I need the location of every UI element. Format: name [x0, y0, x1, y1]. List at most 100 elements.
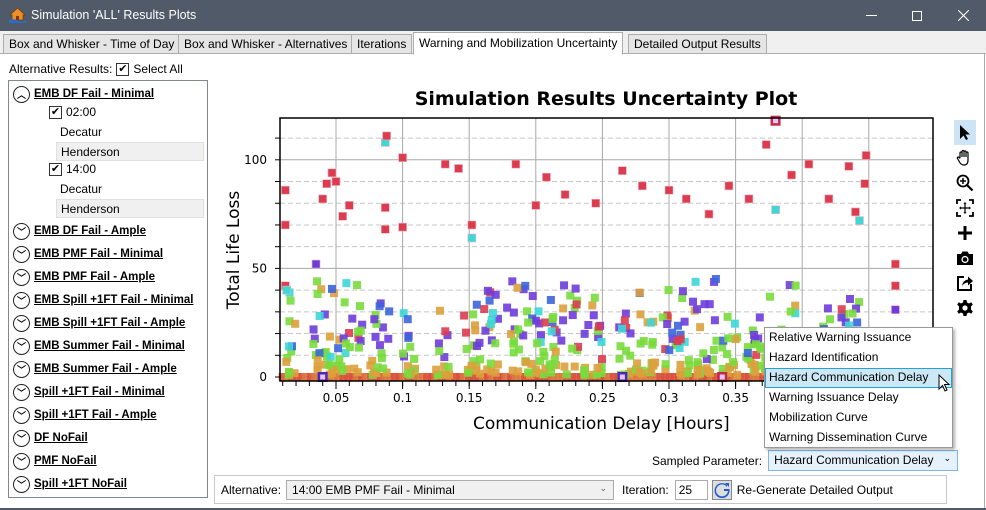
- chevron-down-icon[interactable]: ﹀: [13, 406, 30, 424]
- camera-icon: [957, 251, 973, 265]
- tab-strip: Box and Whisker - Time of Day Box and Wh…: [0, 31, 986, 55]
- option-hazard-identification[interactable]: Hazard Identification: [769, 350, 879, 364]
- tab-iterations[interactable]: Iterations: [351, 34, 413, 54]
- window-title: Simulation 'ALL' Results Plots: [31, 8, 197, 22]
- alternative-select[interactable]: 14:00 EMB PMF Fail - Minimal ⌄: [286, 479, 615, 500]
- group-spill-fail-ample[interactable]: ﹀ Spill +1FT Fail - Ample: [13, 405, 157, 425]
- export-icon: [957, 275, 973, 291]
- zoom-extents-tool[interactable]: [954, 195, 976, 220]
- mouse-cursor-icon: [938, 374, 951, 392]
- alternative-results-header: Alternative Results: ✔ Select All: [9, 62, 183, 76]
- sampled-parameter-row: Sampled Parameter: Hazard Communication …: [652, 450, 959, 471]
- location-decatur[interactable]: Decatur: [60, 125, 103, 139]
- group-emb-spill-fail-minimal[interactable]: ﹀ EMB Spill +1FT Fail - Minimal: [13, 290, 193, 310]
- sampled-parameter-label: Sampled Parameter:: [652, 453, 763, 468]
- option-mobilization-curve[interactable]: Mobilization Curve: [769, 410, 868, 424]
- group-spill-fail-minimal[interactable]: ﹀ Spill +1FT Fail - Minimal: [13, 382, 165, 402]
- minimize-button[interactable]: [848, 0, 894, 31]
- select-all-label[interactable]: Select All: [133, 62, 183, 76]
- option-warning-dissemination-curve[interactable]: Warning Dissemination Curve: [769, 430, 928, 444]
- group-emb-summer-fail-minimal[interactable]: ﹀ EMB Summer Fail - Minimal: [13, 336, 185, 356]
- chevron-down-icon[interactable]: ﹀: [13, 268, 30, 286]
- pointer-icon: [960, 125, 970, 140]
- iteration-input[interactable]: 25: [674, 479, 708, 500]
- group-emb-df-fail-ample[interactable]: ﹀ EMB DF Fail - Ample: [13, 221, 146, 241]
- zoom-tool[interactable]: [954, 170, 976, 195]
- screenshot-tool[interactable]: [954, 245, 976, 270]
- chevron-down-icon[interactable]: ﹀: [13, 314, 30, 332]
- x-axis-label: Communication Delay [Hours]: [473, 414, 730, 434]
- export-tool[interactable]: [954, 270, 976, 295]
- regenerate-button[interactable]: [711, 479, 732, 500]
- maximize-icon: [912, 10, 922, 21]
- add-annotation-tool[interactable]: [954, 220, 976, 245]
- sampled-parameter-select[interactable]: Hazard Communication Delay ⌄: [768, 450, 959, 471]
- group-emb-pmf-fail-minimal[interactable]: ﹀ EMB PMF Fail - Minimal: [13, 244, 163, 264]
- location-decatur[interactable]: Decatur: [60, 182, 103, 196]
- svg-text:0.35: 0.35: [722, 391, 749, 405]
- refresh-icon: [714, 482, 730, 498]
- tab-warning-mobilization[interactable]: Warning and Mobilization Uncertainty: [413, 32, 624, 55]
- svg-text:50: 50: [252, 261, 267, 275]
- settings-tool[interactable]: [954, 295, 976, 320]
- checkbox-14-00[interactable]: ✔: [49, 162, 62, 176]
- y-axis-label: Total Life Loss: [224, 190, 244, 310]
- close-button[interactable]: [940, 0, 986, 31]
- chevron-down-icon: ⌄: [943, 453, 952, 463]
- group-emb-df-fail-minimal[interactable]: ︿ EMB DF Fail - Minimal: [13, 84, 154, 104]
- select-all-checkbox[interactable]: ✔: [116, 62, 130, 76]
- tab-detailed-output[interactable]: Detailed Output Results: [628, 34, 767, 54]
- alternative-label: Alternative:: [221, 482, 282, 497]
- zoom-in-icon: [956, 174, 974, 191]
- sampled-parameter-dropdown-list: Relative Warning Issuance Hazard Identif…: [764, 327, 953, 448]
- location-henderson[interactable]: Henderson: [56, 142, 204, 161]
- svg-text:0.3: 0.3: [659, 391, 678, 405]
- tab-box-whisker-alternatives[interactable]: Box and Whisker - Alternatives: [178, 34, 354, 54]
- chevron-down-icon[interactable]: ﹀: [13, 291, 30, 309]
- time-02-00[interactable]: ✔ 02:00: [49, 105, 97, 119]
- regenerate-label[interactable]: Re-Generate Detailed Output: [736, 482, 893, 497]
- chevron-down-icon[interactable]: ﹀: [13, 452, 30, 470]
- svg-text:100: 100: [244, 153, 267, 167]
- chevron-up-icon[interactable]: ︿: [13, 85, 30, 103]
- chevron-down-icon[interactable]: ﹀: [13, 245, 30, 263]
- iteration-label: Iteration:: [622, 482, 669, 497]
- minimize-icon: [865, 15, 877, 16]
- group-emb-summer-fail-ample[interactable]: ﹀ EMB Summer Fail - Ample: [13, 359, 177, 379]
- time-14-00[interactable]: ✔ 14:00: [49, 162, 97, 176]
- scatter-plot[interactable]: 0 50 100 0.05 0.1 0.15 0.2 0.25 0.3 0.35: [210, 110, 950, 410]
- checkbox-02-00[interactable]: ✔: [49, 105, 62, 119]
- chevron-down-icon[interactable]: ﹀: [13, 383, 30, 401]
- chevron-down-icon[interactable]: ﹀: [13, 429, 30, 447]
- pan-hand-icon: [956, 149, 969, 166]
- group-df-nofail[interactable]: ﹀ DF NoFail: [13, 428, 88, 448]
- option-warning-issuance-delay[interactable]: Warning Issuance Delay: [769, 390, 899, 404]
- svg-text:0.1: 0.1: [393, 391, 412, 405]
- chevron-down-icon[interactable]: ﹀: [13, 475, 30, 493]
- app-house-icon: [9, 7, 26, 23]
- option-hazard-communication-delay[interactable]: Hazard Communication Delay: [765, 368, 952, 388]
- option-relative-warning-issuance[interactable]: Relative Warning Issuance: [769, 330, 912, 344]
- window-border: [0, 508, 986, 510]
- alternatives-list: ︿ EMB DF Fail - Minimal ✔ 02:00 Decatur …: [8, 80, 208, 498]
- svg-text:0.25: 0.25: [589, 391, 616, 405]
- group-emb-pmf-fail-ample[interactable]: ﹀ EMB PMF Fail - Ample: [13, 267, 155, 287]
- chart-title: Simulation Results Uncertainty Plot: [414, 88, 798, 110]
- settings-gear-icon: [957, 299, 973, 316]
- chevron-down-icon[interactable]: ﹀: [13, 360, 30, 378]
- chevron-down-icon[interactable]: ﹀: [13, 222, 30, 240]
- tab-box-whisker-time[interactable]: Box and Whisker - Time of Day: [3, 34, 181, 54]
- svg-text:0.2: 0.2: [526, 391, 545, 405]
- group-pmf-nofail[interactable]: ﹀ PMF NoFail: [13, 451, 97, 471]
- alternative-results-label: Alternative Results:: [9, 62, 113, 76]
- chevron-down-icon[interactable]: ﹀: [13, 337, 30, 355]
- pan-tool[interactable]: [954, 145, 976, 170]
- title-bar: Simulation 'ALL' Results Plots: [0, 0, 986, 31]
- chevron-down-icon: ⌄: [599, 482, 608, 493]
- location-henderson[interactable]: Henderson: [56, 199, 204, 218]
- group-emb-spill-fail-ample[interactable]: ﹀ EMB Spill +1FT Fail - Ample: [13, 313, 185, 333]
- maximize-button[interactable]: [894, 0, 940, 31]
- svg-text:0.05: 0.05: [323, 391, 350, 405]
- pointer-tool[interactable]: [954, 120, 976, 145]
- group-spill-nofail[interactable]: ﹀ Spill +1FT NoFail: [13, 474, 127, 494]
